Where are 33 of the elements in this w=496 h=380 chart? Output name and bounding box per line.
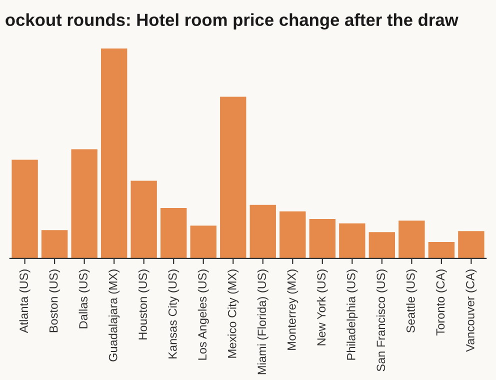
bar	[250, 204, 276, 258]
x-tick-label: Atlanta (US)	[19, 270, 30, 334]
chart-title: ockout rounds: Hotel room price change after the draw	[6, 13, 458, 30]
bar	[12, 160, 38, 258]
bar	[160, 208, 187, 258]
x-tick-label: Mexico City (MX)	[228, 270, 239, 358]
bar	[220, 96, 246, 258]
bar	[368, 232, 396, 258]
x-tick-label: Miami (Florida) (US)	[257, 270, 268, 374]
bar	[458, 231, 484, 258]
x-tick-label: Monterrey (MX)	[287, 270, 298, 350]
bar	[130, 180, 157, 258]
bar	[309, 218, 336, 258]
x-tick-label: New York (US)	[316, 270, 328, 346]
x-tick-label: Dallas (US)	[78, 270, 90, 328]
x-tick-label: Kansas City (US)	[168, 270, 180, 358]
bar	[428, 242, 455, 258]
x-tick-label: Boston (US)	[49, 270, 60, 332]
x-tick-label: Philadelphia (US)	[346, 270, 358, 360]
bar	[100, 48, 128, 258]
x-tick-label: Vancouver (CA)	[466, 270, 477, 352]
bar	[190, 226, 216, 258]
x-tick-label: Houston (US)	[138, 270, 150, 340]
bar	[41, 230, 68, 258]
x-tick-label: San Francisco (US)	[376, 270, 388, 372]
x-tick-label: Los Angeles (US)	[198, 270, 209, 360]
bar	[398, 220, 425, 258]
bar	[280, 211, 306, 258]
x-tick-label: Toronto (CA)	[436, 270, 447, 336]
x-tick-label: Seattle (US)	[406, 270, 418, 333]
x-tick-label: Guadalajara (MX)	[108, 270, 120, 362]
bar	[339, 223, 366, 258]
bar	[71, 149, 98, 258]
